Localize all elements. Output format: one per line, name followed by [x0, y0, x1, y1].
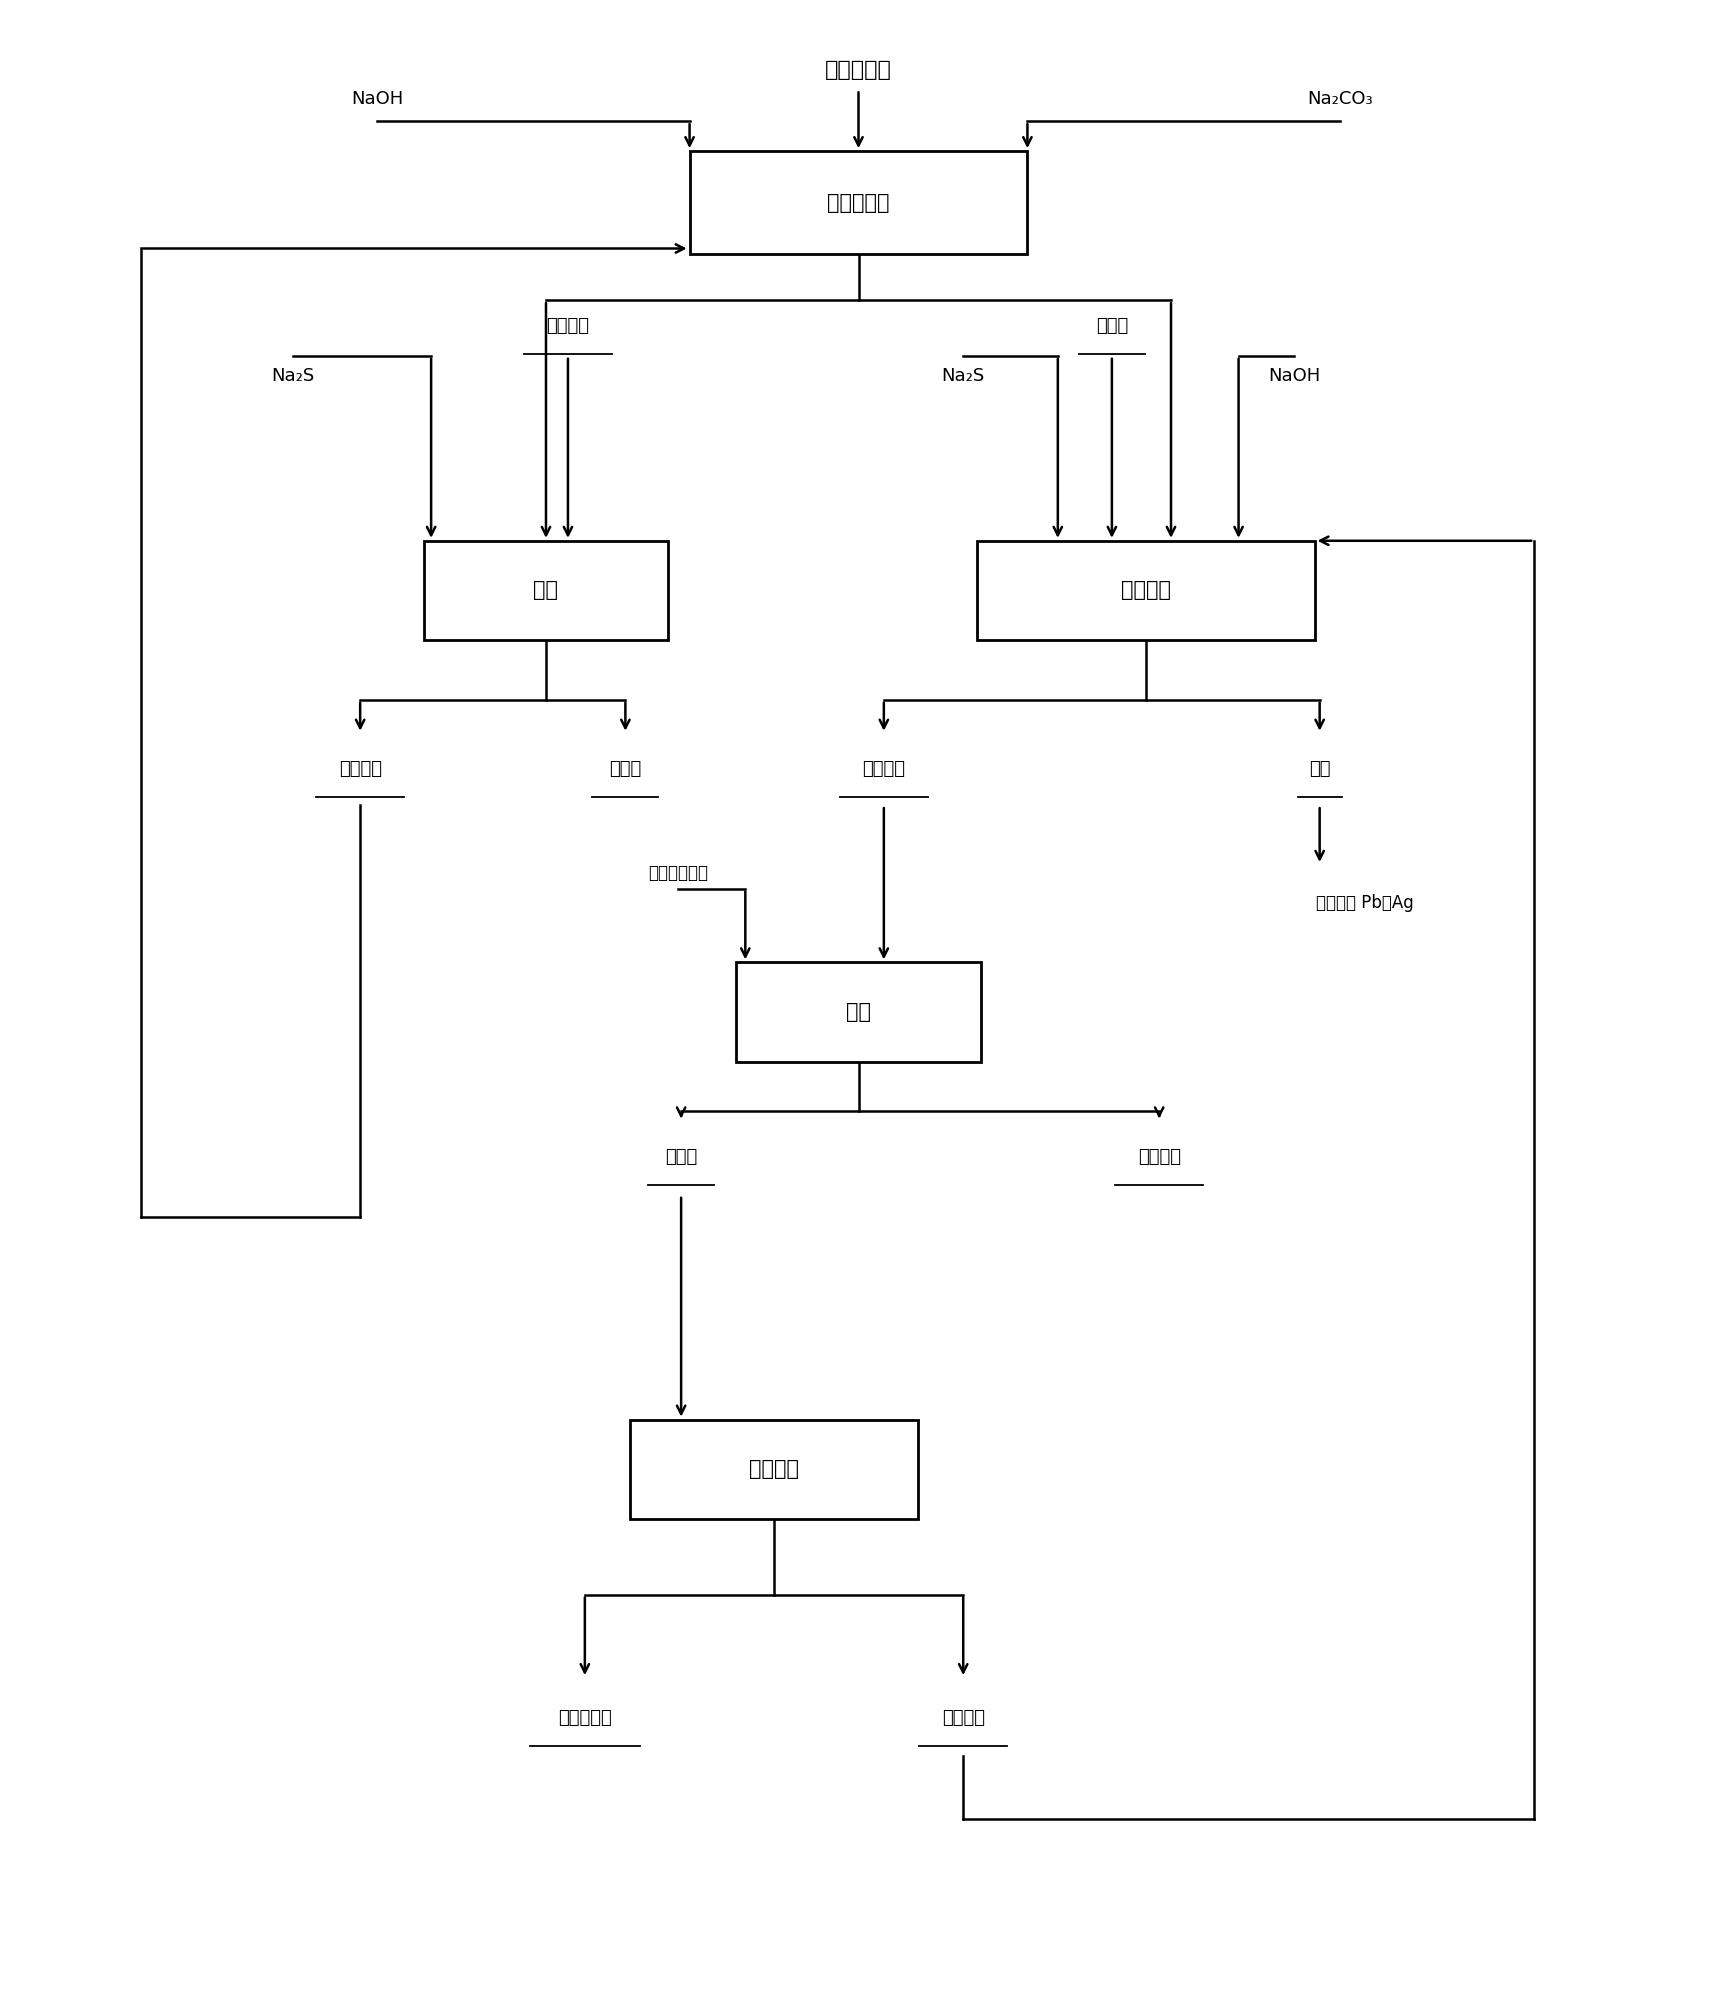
FancyBboxPatch shape [690, 151, 1027, 254]
Text: NaOH: NaOH [1269, 367, 1320, 385]
Text: 沉砷: 沉砷 [534, 581, 558, 601]
Text: 硫化碱浸: 硫化碱浸 [1121, 581, 1171, 601]
Text: Na₂S: Na₂S [941, 367, 986, 385]
Text: 砷浸出液: 砷浸出液 [546, 317, 589, 335]
Text: 硫代硫酸钠: 硫代硫酸钠 [558, 1710, 611, 1728]
Text: 浓缩结晶: 浓缩结晶 [749, 1460, 798, 1480]
FancyBboxPatch shape [977, 540, 1315, 641]
Text: 氧化: 氧化 [846, 1002, 871, 1022]
Text: 火法回收 Pb、Ag: 火法回收 Pb、Ag [1317, 893, 1415, 911]
Text: Na₂CO₃: Na₂CO₃ [1307, 91, 1372, 109]
Text: 沉砷后液: 沉砷后液 [338, 760, 381, 778]
Text: 富氧压缩空气: 富氧压缩空气 [647, 863, 707, 881]
Text: 浸出渣: 浸出渣 [1095, 317, 1128, 335]
Text: 含砷锑烟灰: 含砷锑烟灰 [826, 60, 891, 79]
FancyBboxPatch shape [737, 962, 980, 1062]
Text: NaOH: NaOH [350, 91, 403, 109]
Text: 焦锑酸钠: 焦锑酸钠 [1138, 1149, 1181, 1165]
Text: 铅渣: 铅渣 [1308, 760, 1331, 778]
FancyBboxPatch shape [424, 540, 668, 641]
Text: 硫化砷: 硫化砷 [610, 760, 642, 778]
FancyBboxPatch shape [630, 1419, 917, 1518]
Text: 结晶母液: 结晶母液 [941, 1710, 986, 1728]
Text: 预处理脱砷: 预处理脱砷 [828, 194, 889, 214]
Text: 锑浸出液: 锑浸出液 [862, 760, 905, 778]
Text: Na₂S: Na₂S [271, 367, 314, 385]
Text: 氧化液: 氧化液 [664, 1149, 697, 1165]
